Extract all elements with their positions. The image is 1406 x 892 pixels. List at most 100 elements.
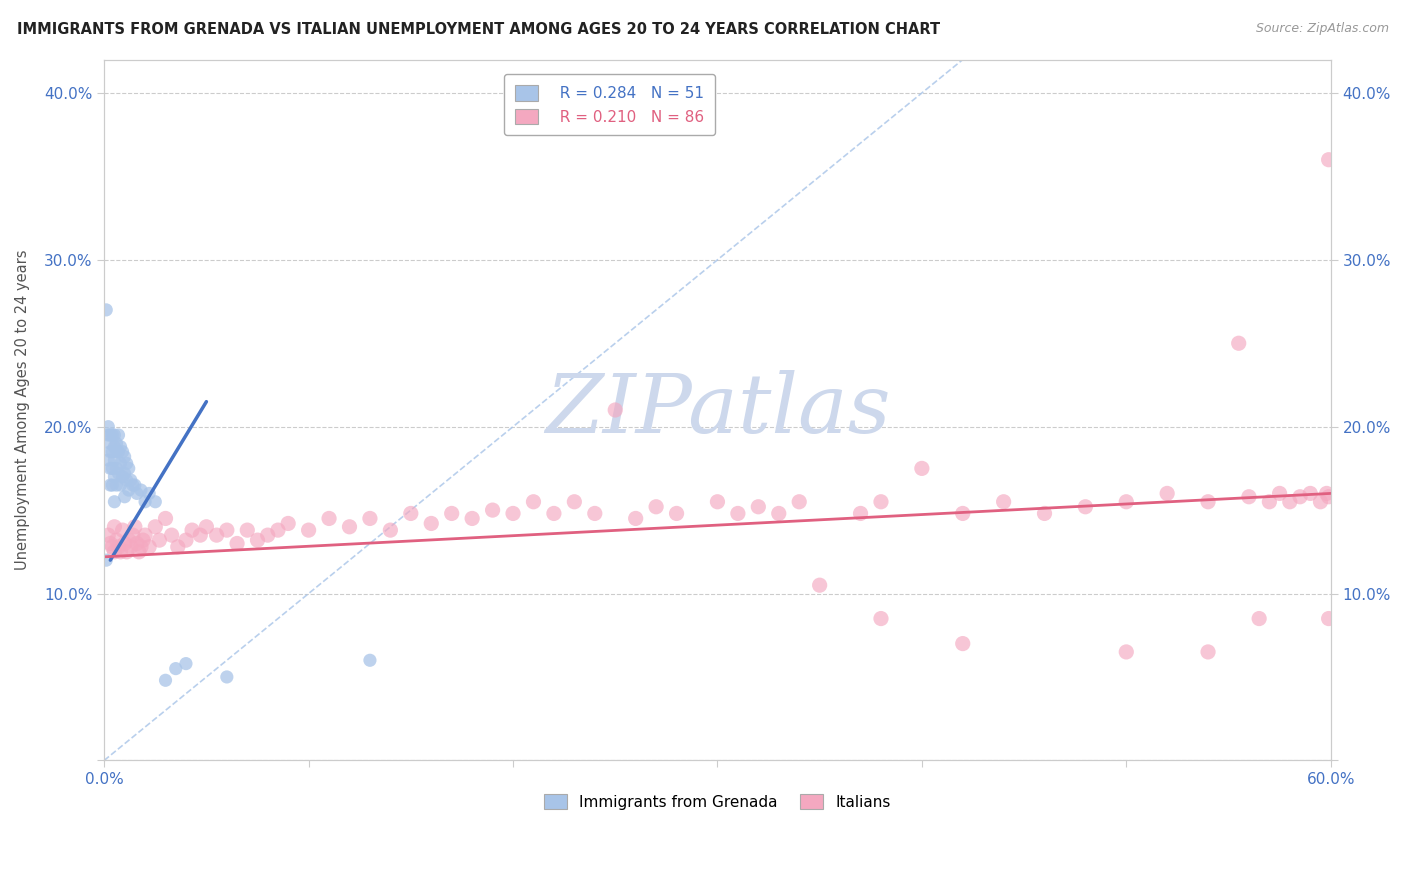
Point [205,528,228,542]
Point [359,653,381,667]
Point [114,450,136,464]
Point [1317,490,1340,504]
Point [111,469,134,483]
Point [952,507,974,521]
Point [98,461,121,475]
Point [107,540,129,554]
Point [624,511,647,525]
Point [339,520,361,534]
Point [1299,486,1322,500]
Point [768,507,790,521]
Point [808,578,831,592]
Point [246,533,269,548]
Point [160,528,183,542]
Point [115,545,138,559]
Point [118,483,141,497]
Point [105,533,128,548]
Point [110,456,132,470]
Text: IMMIGRANTS FROM GRENADA VS ITALIAN UNEMPLOYMENT AMONG AGES 20 TO 24 YEARS CORREL: IMMIGRANTS FROM GRENADA VS ITALIAN UNEMP… [17,22,941,37]
Point [115,456,138,470]
Point [129,483,152,497]
Point [256,528,278,542]
Point [124,478,146,492]
Point [440,507,463,521]
Point [129,540,152,554]
Point [605,403,627,417]
Point [174,533,197,548]
Y-axis label: Unemployment Among Ages 20 to 24 years: Unemployment Among Ages 20 to 24 years [15,250,30,570]
Point [1258,495,1281,509]
Point [98,436,121,450]
Point [952,637,974,651]
Point [125,536,148,550]
Point [502,507,524,521]
Point [195,520,218,534]
Point [101,540,124,554]
Point [101,428,124,442]
Point [114,467,136,481]
Point [236,523,259,537]
Point [155,673,177,688]
Point [110,478,132,492]
Point [870,611,893,625]
Point [105,829,128,843]
Point [166,540,188,554]
Point [911,461,934,475]
Text: Source: ZipAtlas.com: Source: ZipAtlas.com [1256,22,1389,36]
Point [1156,486,1178,500]
Point [103,469,125,483]
Point [522,495,544,509]
Point [267,523,290,537]
Point [1033,507,1056,521]
Point [1197,495,1219,509]
Point [121,478,143,492]
Point [110,845,132,859]
Point [849,507,872,521]
Point [97,812,120,826]
Point [96,553,118,567]
Point [98,829,121,843]
Point [318,511,340,525]
Point [101,812,124,826]
Point [97,453,120,467]
Point [105,444,128,458]
Point [188,528,211,542]
Point [121,528,143,542]
Point [134,495,156,509]
Point [1289,490,1312,504]
Point [165,662,187,676]
Point [787,495,810,509]
Point [143,520,166,534]
Point [118,533,141,548]
Point [138,486,160,500]
Point [111,523,134,537]
Point [1074,500,1097,514]
Point [107,428,129,442]
Point [543,507,565,521]
Point [97,528,120,542]
Point [481,503,503,517]
Point [461,511,484,525]
Point [645,500,668,514]
Point [665,507,688,521]
Point [98,428,121,442]
Point [134,528,156,542]
Point [103,428,125,442]
Point [174,657,197,671]
Point [747,500,769,514]
Point [226,536,249,550]
Point [101,478,124,492]
Point [181,523,204,537]
Point [120,540,142,554]
Point [107,444,129,458]
Point [101,461,124,475]
Point [107,467,129,481]
Legend: Immigrants from Grenada, Italians: Immigrants from Grenada, Italians [538,788,897,816]
Point [215,670,238,684]
Point [727,507,749,521]
Point [1249,611,1271,625]
Point [1227,336,1250,351]
Point [101,779,124,793]
Point [583,507,606,521]
Point [98,795,121,809]
